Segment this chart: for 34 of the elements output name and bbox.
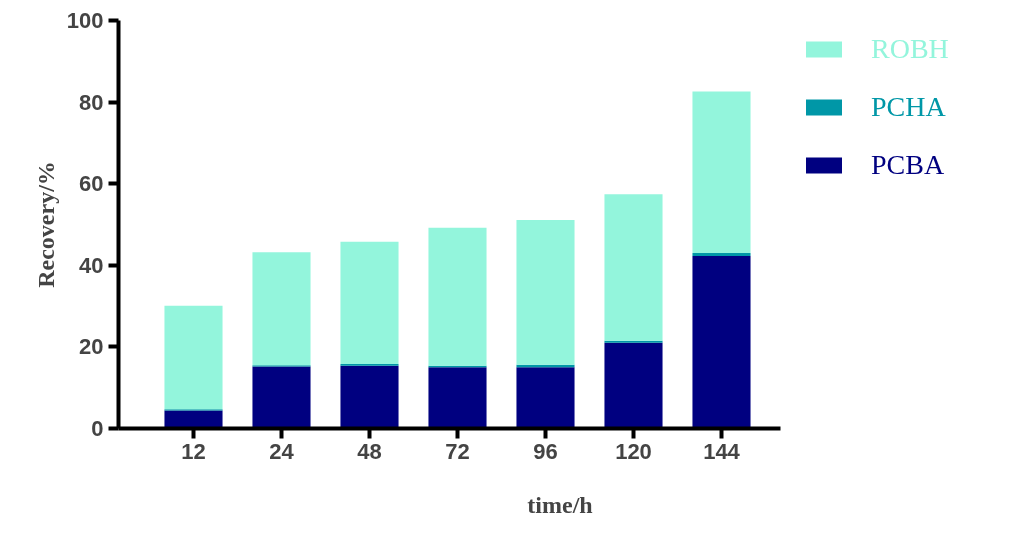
bar <box>428 227 487 366</box>
bar <box>164 410 223 429</box>
y-tick-label: 40 <box>79 252 104 278</box>
y-tick-label: 0 <box>91 416 104 441</box>
x-tick-label: 144 <box>703 438 741 464</box>
y-tick-label: 60 <box>79 171 104 197</box>
bar <box>692 253 751 256</box>
x-tick-label: 72 <box>445 438 470 464</box>
bar <box>252 366 311 429</box>
bar <box>692 91 751 254</box>
bar <box>428 367 487 429</box>
y-axis-title: Recovery/% <box>32 161 59 288</box>
x-tick-label: 120 <box>615 438 652 464</box>
bar <box>604 342 663 429</box>
bar <box>164 305 223 410</box>
x-tick-label: 24 <box>269 438 295 464</box>
bar <box>604 194 663 341</box>
x-tick-label: 96 <box>533 438 558 464</box>
bar <box>340 241 399 365</box>
x-axis-title: time/h <box>527 491 593 518</box>
x-tick-label: 12 <box>181 438 206 464</box>
y-tick-label: 20 <box>79 334 104 360</box>
bar <box>340 365 399 429</box>
x-tick-label: 48 <box>357 438 382 464</box>
y-tick-label: 100 <box>66 8 104 33</box>
bar <box>252 252 311 366</box>
bar <box>692 255 751 429</box>
legend-label: PCBA <box>871 149 945 181</box>
y-tick-label: 80 <box>79 89 104 115</box>
legend-label: ROBH <box>871 33 949 65</box>
legend-label: PCHA <box>871 91 946 123</box>
bar <box>604 340 663 343</box>
bar <box>516 220 575 365</box>
bar <box>516 367 575 429</box>
